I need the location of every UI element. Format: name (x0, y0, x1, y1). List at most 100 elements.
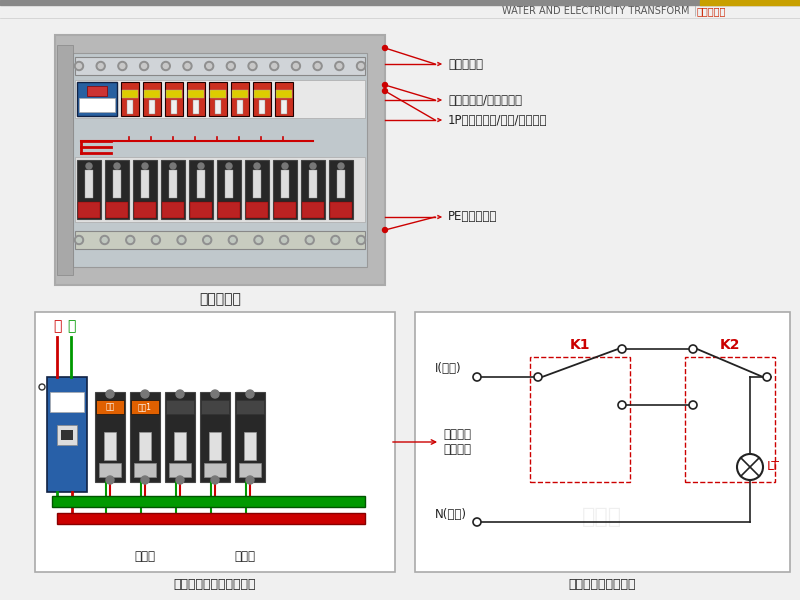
Circle shape (534, 373, 542, 381)
Bar (165, 82, 183, 116)
Bar (273, 160, 297, 219)
Text: 常见小电箱: 常见小电箱 (199, 292, 241, 306)
Text: 接地排: 接地排 (234, 551, 255, 563)
Bar (95, 392, 125, 482)
Bar (75, 157, 365, 222)
Circle shape (126, 235, 134, 245)
Bar (122, 90, 138, 98)
Bar (166, 90, 182, 98)
Bar (162, 202, 184, 218)
Text: 火: 火 (53, 319, 61, 333)
Circle shape (254, 163, 260, 169)
Circle shape (254, 235, 263, 245)
Bar (200, 392, 230, 482)
Circle shape (282, 238, 286, 242)
Text: 水电改造篇: 水电改造篇 (697, 6, 726, 16)
Bar (190, 202, 212, 218)
Circle shape (162, 61, 170, 70)
Bar (281, 170, 289, 198)
Bar (73, 53, 367, 267)
Bar (225, 170, 233, 198)
Text: 零线端子排: 零线端子排 (448, 58, 483, 70)
Circle shape (39, 384, 45, 390)
Bar (209, 432, 221, 460)
Circle shape (176, 390, 184, 398)
Circle shape (74, 61, 83, 70)
Circle shape (141, 476, 149, 484)
Circle shape (382, 46, 387, 50)
Circle shape (338, 163, 344, 169)
Text: 双控开关电路示意图: 双控开关电路示意图 (568, 578, 636, 592)
Circle shape (357, 61, 366, 70)
Circle shape (98, 64, 103, 68)
Bar (87, 86, 107, 96)
Bar (235, 392, 265, 482)
Bar (143, 82, 161, 116)
Bar (47, 377, 87, 492)
Bar (121, 82, 139, 116)
Bar (337, 170, 345, 198)
Text: 零: 零 (67, 319, 75, 333)
Circle shape (74, 235, 83, 245)
Bar (165, 392, 195, 482)
Bar (133, 160, 157, 219)
Bar (685, 357, 775, 482)
Circle shape (211, 476, 219, 484)
Circle shape (270, 61, 278, 70)
Bar (134, 463, 156, 477)
Circle shape (248, 61, 257, 70)
Text: |: | (694, 6, 698, 16)
Text: I(火线): I(火线) (435, 362, 462, 376)
Circle shape (151, 235, 161, 245)
Circle shape (279, 235, 289, 245)
Circle shape (176, 476, 184, 484)
Bar (530, 357, 630, 482)
Bar (99, 463, 121, 477)
Circle shape (250, 64, 255, 68)
Circle shape (310, 163, 316, 169)
Circle shape (106, 390, 114, 398)
Circle shape (154, 238, 158, 242)
Circle shape (179, 238, 184, 242)
Text: 1P空气断路器/空开/空气开关: 1P空气断路器/空开/空气开关 (448, 113, 547, 127)
Circle shape (211, 390, 219, 398)
Bar (231, 82, 249, 116)
Circle shape (120, 64, 125, 68)
Bar (127, 100, 133, 114)
Bar (171, 100, 177, 114)
Bar (134, 202, 156, 218)
Text: N(零线): N(零线) (435, 508, 467, 520)
Text: LT: LT (767, 461, 780, 473)
Bar (61, 430, 73, 440)
Circle shape (282, 163, 288, 169)
Bar (79, 98, 115, 112)
Circle shape (96, 61, 105, 70)
Circle shape (382, 227, 387, 232)
Text: WATER AND ELECTRICITY TRANSFORM: WATER AND ELECTRICITY TRANSFORM (502, 6, 690, 16)
Circle shape (106, 476, 114, 484)
Circle shape (291, 61, 301, 70)
Bar (232, 90, 248, 98)
Circle shape (183, 61, 192, 70)
Circle shape (198, 163, 204, 169)
Bar (50, 392, 84, 412)
Text: K2: K2 (720, 338, 740, 352)
Bar (174, 432, 186, 460)
Bar (0, 0, 800, 5)
Bar (55, 35, 385, 285)
Bar (75, 57, 365, 75)
Circle shape (335, 61, 344, 70)
Bar (275, 82, 293, 116)
Circle shape (315, 64, 320, 68)
Circle shape (114, 163, 120, 169)
Bar (281, 100, 287, 114)
Circle shape (77, 238, 82, 242)
Text: K1: K1 (570, 338, 590, 352)
Circle shape (128, 238, 133, 242)
Circle shape (206, 64, 212, 68)
Circle shape (337, 64, 342, 68)
Bar (113, 170, 121, 198)
Circle shape (763, 373, 771, 381)
Bar (193, 100, 199, 114)
Circle shape (170, 163, 176, 169)
